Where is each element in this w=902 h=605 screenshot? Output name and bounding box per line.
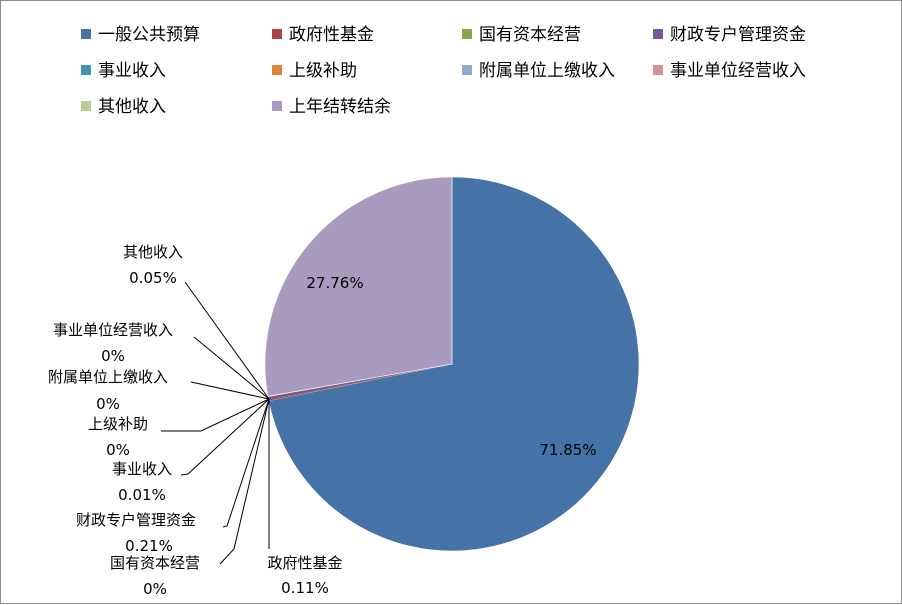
- data-label-3: 0.21%: [125, 537, 173, 555]
- leader-line-6: [190, 381, 270, 400]
- data-label-9: 27.76%: [306, 274, 363, 292]
- pie-slice-9: [264, 176, 453, 397]
- leader-line-2: [219, 398, 270, 565]
- legend-label-3: 财政专户管理资金: [670, 25, 806, 45]
- data-label-5: 0%: [106, 441, 130, 459]
- leader-line-3: [222, 398, 270, 528]
- legend-label-5: 上级补助: [289, 61, 357, 81]
- slice-name-2: 国有资本经营: [110, 554, 200, 572]
- legend-swatch-0: [81, 29, 91, 39]
- slice-name-6: 附属单位上缴收入: [48, 368, 168, 386]
- data-label-2: 0%: [143, 580, 167, 598]
- legend-label-9: 上年结转结余: [289, 97, 391, 117]
- slice-name-1: 政府性基金: [267, 554, 342, 572]
- pie-slice-3: [267, 364, 452, 400]
- data-label-7: 0%: [101, 347, 125, 365]
- data-label-8: 0.05%: [129, 269, 177, 287]
- legend-swatch-3: [653, 29, 663, 39]
- data-label-6: 0%: [96, 395, 120, 413]
- legend-swatch-5: [272, 65, 282, 75]
- slice-name-8: 其他收入: [123, 243, 183, 261]
- legend-swatch-8: [81, 101, 91, 111]
- pie-slice-0: [268, 176, 640, 552]
- data-label-0: 71.85%: [539, 441, 596, 459]
- slice-name-3: 财政专户管理资金: [76, 511, 196, 529]
- legend-swatch-1: [272, 29, 282, 39]
- slice-name-7: 事业单位经营收入: [53, 321, 173, 339]
- legend-swatch-2: [462, 29, 472, 39]
- pie-slice-1: [268, 364, 452, 401]
- legend-label-0: 一般公共预算: [98, 25, 200, 45]
- leader-line-5: [161, 398, 270, 432]
- leader-line-4: [180, 398, 270, 476]
- data-label-4: 0.01%: [118, 486, 166, 504]
- legend-label-6: 附属单位上缴收入: [479, 61, 615, 81]
- leader-line-7: [193, 336, 270, 400]
- leader-lines: [161, 281, 270, 565]
- legend-label-2: 国有资本经营: [479, 25, 581, 45]
- legend-swatch-9: [272, 101, 282, 111]
- legend-label-4: 事业收入: [98, 61, 166, 81]
- legend-swatch-6: [462, 65, 472, 75]
- legend-swatch-7: [653, 65, 663, 75]
- data-labels: 71.85% 27.76% 政府性基金 0.11% 国有资本经营 0% 财政专户管理资金 0.…: [48, 243, 597, 598]
- legend-label-1: 政府性基金: [289, 25, 374, 45]
- slice-name-4: 事业收入: [112, 460, 172, 478]
- legend-label-7: 事业单位经营收入: [670, 61, 806, 81]
- legend-swatch-4: [81, 65, 91, 75]
- data-label-1: 0.11%: [281, 579, 329, 597]
- pie-slices: [264, 176, 640, 552]
- leader-line-8: [184, 281, 270, 400]
- legend-label-8: 其他收入: [98, 97, 166, 117]
- slice-name-5: 上级补助: [88, 415, 148, 433]
